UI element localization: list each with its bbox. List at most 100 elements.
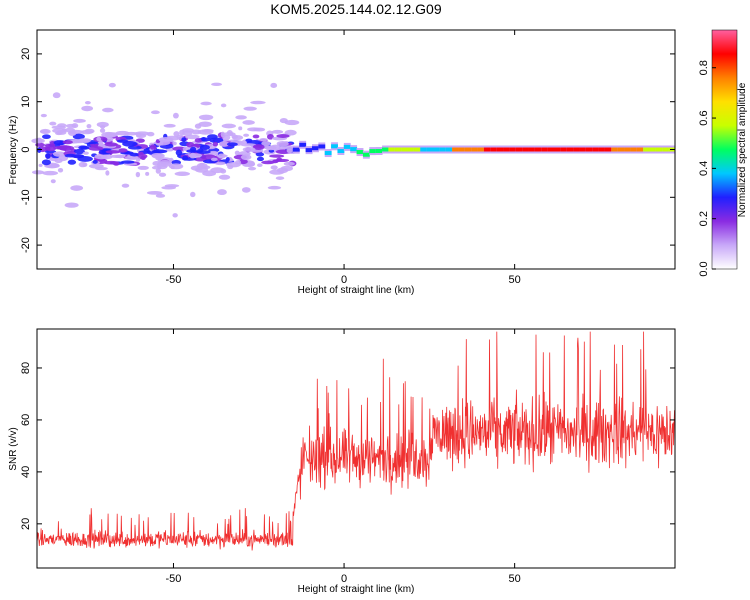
spectral-blob [50,179,56,184]
spectral-blob [221,123,236,129]
spectral-blob [198,121,212,127]
band-segment [528,147,536,152]
y-tick-label: -10 [20,189,32,205]
band-segment [420,147,428,152]
spectral-blob [129,152,140,157]
spectral-blob [243,133,250,137]
spectral-blob [130,155,139,160]
spectral-blob [158,136,174,143]
spectral-blob [120,160,135,164]
spectral-blob [252,144,265,150]
spectral-blob [64,153,77,158]
spectral-blob [112,161,120,166]
spectral-blob [226,142,238,147]
spectral-blob [261,160,275,165]
band-segment [630,147,638,152]
spectral-blob [175,149,183,156]
spectral-blob [255,152,265,157]
band-segment [401,147,409,152]
band-segment [292,147,300,152]
spectral-blob [239,159,248,165]
band-segment [547,147,555,152]
band-segment [541,147,549,152]
band-segment [617,147,625,152]
spectral-blob [100,154,113,160]
band-segment [413,147,421,152]
spectral-blob [246,161,256,167]
spectral-blob [108,82,116,88]
band-segment [369,149,377,154]
band-segment [534,147,542,152]
band-segment [445,147,453,152]
band-segment [439,147,447,152]
spectral-blob [52,92,61,99]
y-tick-label: 10 [20,96,32,108]
spectrogram-marks [31,82,676,218]
x-tick-label: -50 [166,274,182,286]
spectral-blob [252,134,260,139]
snr-y-label: SNR (v/v) [8,427,19,470]
spectral-blob [189,152,197,159]
y-tick-label: -20 [20,237,32,253]
band-segment [592,147,600,152]
spectral-blob [168,163,184,170]
snr-frame [36,328,676,569]
spectral-blob [241,187,251,193]
spectral-blob [118,148,128,153]
spectral-blob [173,131,180,137]
band-segment [553,147,561,152]
snr-x-label: Height of straight line (km) [298,584,415,595]
band-segment [356,150,364,155]
spectral-blob [73,118,86,123]
band-segment [655,147,663,152]
band-segment [477,147,485,152]
spectral-blob [172,141,177,146]
spectral-blob [172,213,178,218]
spectrogram-y-label: Frequency (Hz) [8,116,19,185]
spectral-blob [172,146,187,152]
spectral-blob [99,128,106,133]
band-segment [305,148,313,153]
band-segment [560,147,568,152]
spectral-blob [80,139,91,143]
spectral-blob [115,154,126,159]
spectral-blob [41,159,51,166]
colorbar-tick-label: 0.4 [698,161,710,176]
spectral-blob [158,172,167,177]
spectral-blob [151,149,168,154]
spectral-blob [155,156,162,161]
spectrogram-panel: -50 0 50 -20 -10 0 10 20 Height of straight li… [8,29,676,296]
spectral-blob [40,113,47,118]
band-segment [566,147,574,152]
band-segment [331,144,338,149]
spectral-blob [248,166,257,171]
spectral-blob [200,101,212,106]
spectral-blob [222,134,231,141]
spectral-blob [64,127,76,133]
x-tick-label: 0 [341,274,347,286]
spectrogram-x-label: Height of straight line (km) [298,285,415,296]
y-tick-label: 20 [20,518,32,530]
band-segment [318,144,326,149]
spectral-blob [240,143,257,147]
spectral-blob [161,186,177,190]
spectral-blob [256,156,264,162]
spectral-blob [52,128,67,134]
spectral-blob [261,141,271,146]
band-segment [388,147,396,152]
spectral-blob [88,146,104,151]
spectral-blob [31,170,45,175]
band-segment [426,147,434,152]
spectral-blob [72,133,85,140]
band-segment [311,146,319,151]
band-segment [324,151,332,156]
spectral-blob [214,161,226,166]
band-segment [522,147,530,152]
spectral-blob [220,103,227,108]
spectral-blob [259,138,268,142]
spectral-blob [80,145,90,150]
spectral-blob [283,161,295,166]
band-segment [483,147,491,152]
spectral-blob [276,134,290,138]
spectrogram-x-ticks: -50 0 50 [166,30,521,286]
